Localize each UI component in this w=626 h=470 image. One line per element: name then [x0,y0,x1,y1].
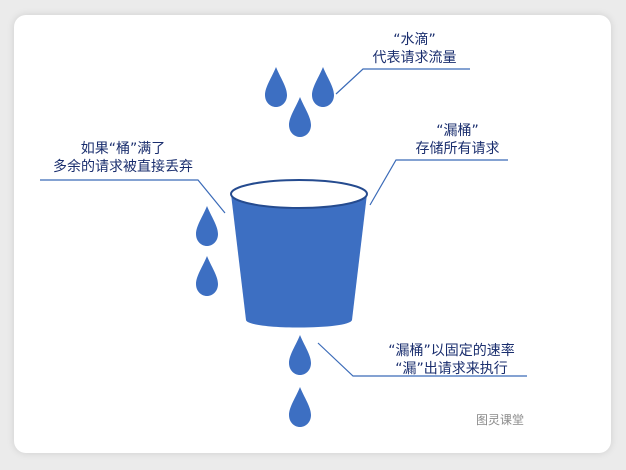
overflow-label: 如果“桶”满了 多余的请求被直接丢弃 [38,140,208,176]
leader-line-drops [335,68,470,95]
leader-line-overflow [40,179,226,214]
water-drop [312,67,334,107]
drops-label-line1: “水滴” [393,32,436,48]
leak-drop [289,387,311,427]
bucket [230,179,368,328]
overflow-label-line1: 如果“桶”满了 [80,141,166,157]
water-drop [289,97,311,137]
bucket-label: “漏桶” 存储所有请求 [400,122,515,158]
leak-label-line1: “漏桶”以固定的速率 [388,343,515,359]
leak-label-line2: “漏”出请求来执行 [395,361,508,377]
leaky-bucket-diagram [40,67,527,427]
leader-line-bucket [369,159,508,206]
overflow-drop [196,256,218,296]
bucket-label-line2: 存储所有请求 [415,141,500,157]
leak-drop [289,335,311,375]
drops-label-line2: 代表请求流量 [372,50,457,66]
drops-label: “水滴” 代表请求流量 [361,31,468,67]
overflow-drop [196,206,218,246]
water-drop [265,67,287,107]
diagram-card: “水滴” 代表请求流量 “漏桶” 存储所有请求 如果“桶”满了 多余的请求被直接… [14,15,611,453]
leak-label: “漏桶”以固定的速率 “漏”出请求来执行 [359,342,544,378]
leader-line-leak [317,342,527,377]
brand-watermark: 图灵课堂 [476,413,525,427]
overflow-label-line2: 多余的请求被直接丢弃 [53,159,193,175]
bucket-label-line1: “漏桶” [436,123,479,139]
